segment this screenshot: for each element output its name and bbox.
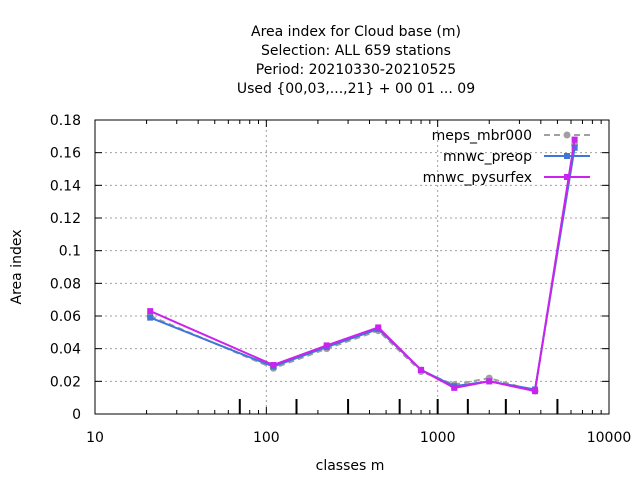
data-point bbox=[147, 308, 154, 315]
title-line-1: Area index for Cloud base (m) bbox=[251, 24, 461, 40]
title-line-4: Used {00,03,...,21} + 00 01 ... 09 bbox=[237, 81, 475, 97]
title-line-2: Selection: ALL 659 stations bbox=[261, 43, 451, 59]
data-point bbox=[147, 314, 154, 321]
y-axis-ticks: 0 0.02 0.04 0.06 0.08 0.1 0.12 0.14 0.16 0.18 bbox=[50, 113, 609, 423]
data-point bbox=[532, 388, 539, 395]
legend-label: meps_mbr000 bbox=[432, 128, 532, 144]
data-point bbox=[418, 366, 425, 373]
x-tick-label: 1000 bbox=[420, 430, 456, 446]
chart-title: Area index for Cloud base (m) Selection: … bbox=[237, 24, 475, 97]
y-tick-label: 0 bbox=[72, 407, 81, 423]
legend-label: mnwc_preop bbox=[443, 149, 532, 165]
y-tick-label: 0.02 bbox=[50, 374, 81, 390]
x-tick-label: 100 bbox=[253, 430, 280, 446]
data-point bbox=[571, 144, 578, 151]
grid bbox=[95, 120, 609, 414]
legend-label: mnwc_pysurfex bbox=[423, 170, 532, 186]
y-tick-label: 0.1 bbox=[59, 244, 81, 260]
data-point bbox=[486, 378, 493, 385]
series-mnwc_pysurfex bbox=[147, 136, 578, 395]
legend-marker bbox=[563, 131, 571, 139]
data-point bbox=[571, 136, 578, 143]
class-boundary-marks bbox=[238, 399, 559, 414]
data-point bbox=[375, 324, 382, 331]
y-tick-label: 0.12 bbox=[50, 211, 81, 227]
x-tick-label: 10000 bbox=[587, 430, 632, 446]
x-axis-ticks: 10 100 1000 10000 bbox=[86, 120, 631, 446]
y-tick-label: 0.16 bbox=[50, 146, 81, 162]
x-tick-label: 10 bbox=[86, 430, 104, 446]
data-point bbox=[270, 362, 277, 368]
y-axis-label: Area index bbox=[9, 230, 25, 305]
y-tick-label: 0.08 bbox=[50, 276, 81, 292]
plot-area bbox=[94, 119, 610, 415]
x-axis-label: classes m bbox=[316, 458, 385, 474]
y-tick-label: 0.18 bbox=[50, 113, 81, 129]
data-series bbox=[146, 136, 579, 395]
data-point bbox=[451, 384, 458, 391]
legend-marker bbox=[564, 174, 570, 180]
y-tick-label: 0.06 bbox=[50, 309, 81, 325]
y-tick-label: 0.14 bbox=[50, 178, 81, 194]
y-tick-label: 0.04 bbox=[50, 342, 81, 358]
data-point bbox=[323, 342, 330, 349]
legend: meps_mbr000 mnwc_preop mnwc_pysurfex bbox=[423, 128, 590, 186]
title-line-3: Period: 20210330-20210525 bbox=[256, 62, 456, 78]
legend-marker bbox=[564, 153, 570, 159]
